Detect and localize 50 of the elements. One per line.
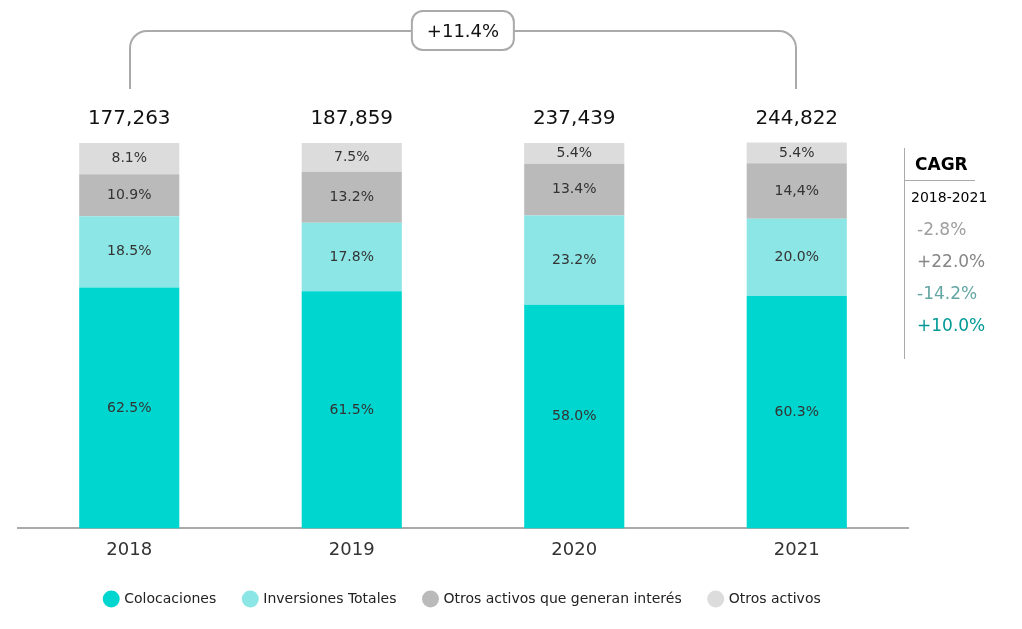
data-label: 62.5% [107,398,152,415]
bar [301,142,402,172]
x-tick-label: 2019 [328,537,375,559]
data-label: 10.9% [107,185,152,202]
data-label: 18.5% [107,242,152,259]
data-label: 13.4% [552,180,597,197]
text: -2.8% [916,218,968,241]
bar [746,295,847,529]
data-label: 14,4% [774,181,819,198]
bar [524,163,625,216]
data-label: 13.2% [329,187,374,204]
bar [524,304,625,529]
data-label: 17.8% [329,247,374,264]
data-label: 8.1% [111,149,148,166]
text: +11.4% [410,10,516,51]
bar [79,216,180,288]
legend-label: Colocaciones [124,589,217,606]
data-label: 60.3% [774,402,819,419]
bar [301,291,402,529]
bar [79,287,180,529]
x-tick-label: 2020 [551,537,598,559]
bar [79,174,180,217]
legend-label: Otros activos [728,589,821,606]
data-label: 23.2% [552,250,597,267]
legend-label: Inversiones Totales [263,589,397,606]
data-label: 5.4% [556,143,593,160]
bar [524,215,625,305]
x-tick-label: 2021 [773,537,820,559]
legend-label: Otros activos que generan interés [443,589,682,606]
text: 244,822 [755,104,839,129]
data-label: 20.0% [774,248,819,265]
text: 2018-2021 [910,188,989,207]
text: CAGR [905,148,975,181]
text: +10.0% [916,314,987,337]
data-label: 61.5% [329,400,374,417]
data-label: 5.4% [778,143,815,160]
text: -14.2% [916,282,979,305]
bar [79,142,180,175]
text: 177,263 [87,104,171,129]
text: 237,439 [532,104,616,129]
text: +22.0% [916,250,987,273]
bar [746,218,847,296]
data-label: 7.5% [333,148,370,165]
bar [301,222,402,292]
bar [746,163,847,219]
bar [301,171,402,223]
data-label: 58.0% [552,407,597,424]
text: 187,859 [310,104,394,129]
bar [524,142,625,164]
x-tick-label: 2018 [106,537,153,559]
